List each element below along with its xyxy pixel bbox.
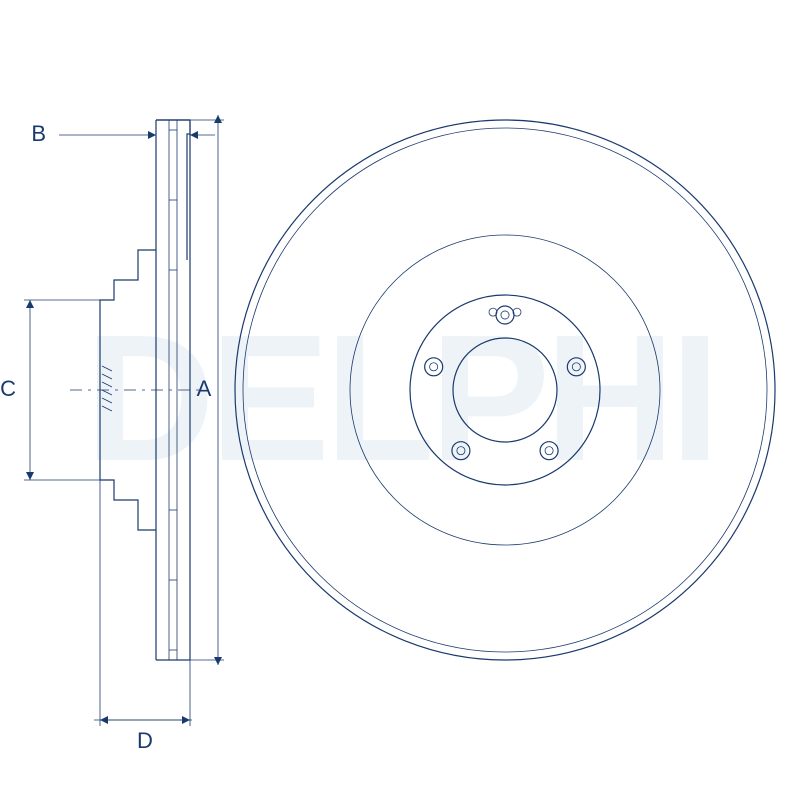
dim-label-c: C <box>0 376 16 401</box>
dim-label-a: A <box>197 376 212 401</box>
dim-label-d: D <box>137 728 153 753</box>
brake-disc-diagram: DELPHIA B C D <box>0 0 800 800</box>
svg-text:DELPHI: DELPHI <box>85 298 715 499</box>
dim-label-b: B <box>31 121 46 146</box>
